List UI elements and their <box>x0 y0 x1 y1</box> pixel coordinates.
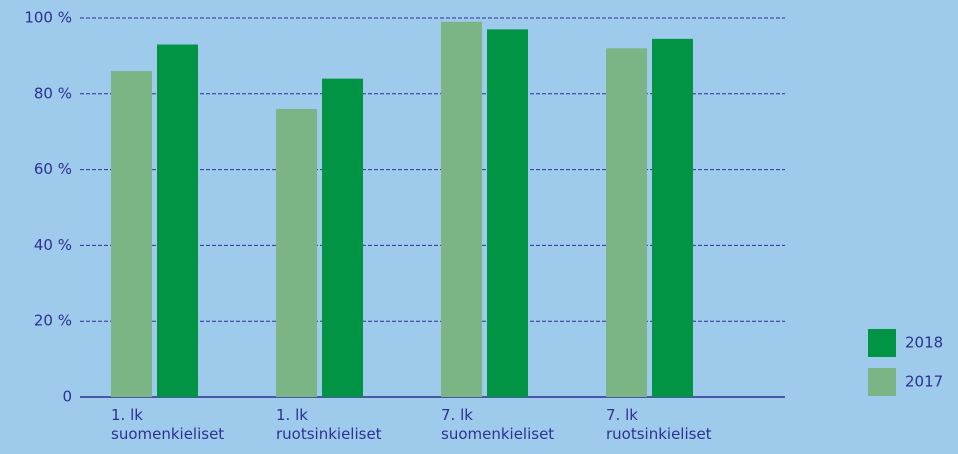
y-tick-label: 80 % <box>34 84 72 102</box>
y-tick-label: 20 % <box>34 312 72 330</box>
bar <box>111 71 152 397</box>
x-tick-label: 1. lk suomenkieliset <box>111 406 225 443</box>
x-tick-label: 7. lk suomenkieliset <box>441 406 555 443</box>
x-tick-label: 7. lk ruotsinkieliset <box>606 406 712 443</box>
y-tick-label: 0 <box>62 388 72 406</box>
y-tick-label: 40 % <box>34 236 72 254</box>
x-tick-label: 1. lk ruotsinkieliset <box>276 406 382 443</box>
y-tick-label: 100 % <box>24 9 72 27</box>
bar <box>487 29 528 398</box>
bar <box>157 44 198 397</box>
bar <box>276 108 317 398</box>
bar <box>652 38 693 397</box>
y-tick-label: 60 % <box>34 160 72 178</box>
bar <box>441 21 482 397</box>
bar <box>606 48 647 397</box>
legend-swatch <box>868 329 896 357</box>
legend-label: 2018 <box>905 334 943 352</box>
legend-swatch <box>868 368 896 396</box>
bar <box>322 78 363 397</box>
legend-label: 2017 <box>905 373 943 391</box>
